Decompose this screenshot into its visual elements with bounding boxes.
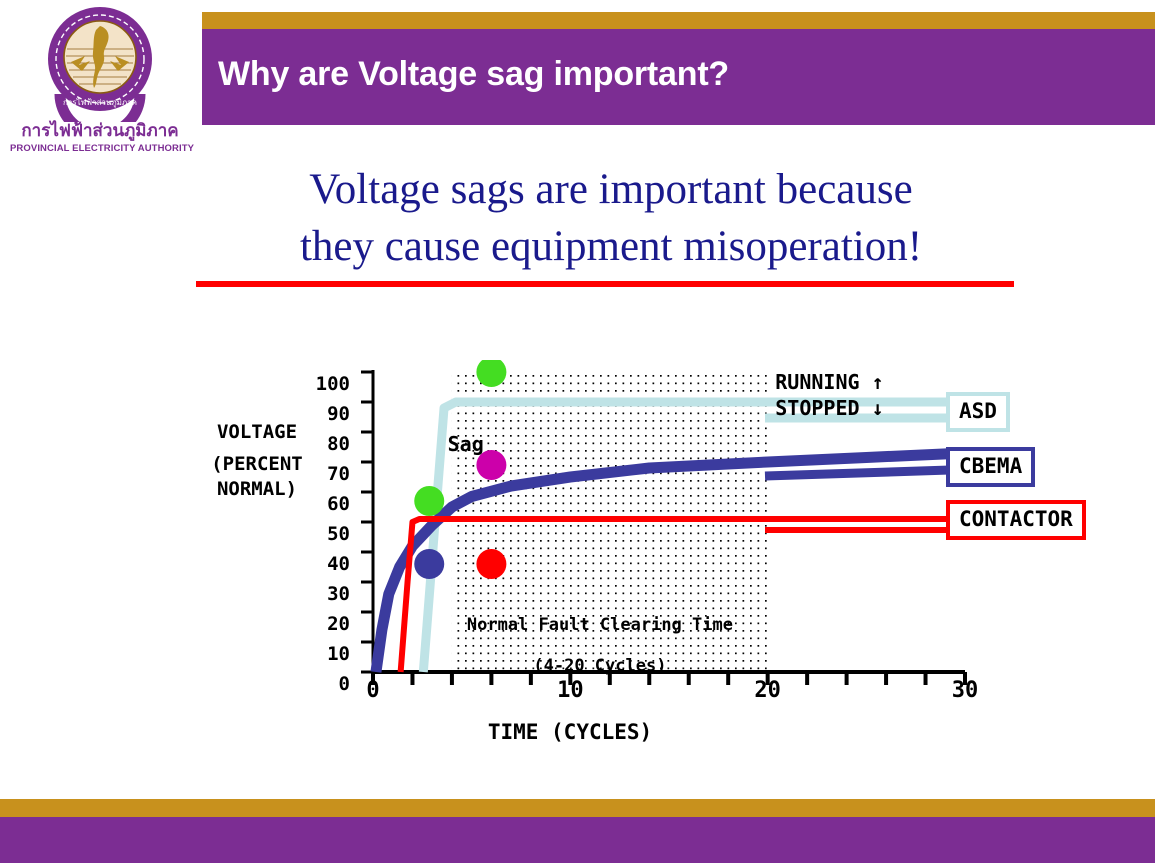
y-axis-ticks [361,370,373,674]
magenta-dot [476,450,507,480]
series-line-cbema [370,447,966,673]
footer-gold-bar [0,799,1155,817]
x-tick-label: 20 [754,678,781,703]
blue-dot [414,549,445,579]
y-axis-title-line-2: (PERCENT [211,452,303,475]
legend-item-cbema[interactable]: CBEMA [946,447,1036,487]
y-tick-label: 0 [338,673,350,695]
green-dot-upper [476,360,507,387]
page-title: Why are Voltage sag important? [218,55,730,93]
header-purple-bar [202,29,1155,125]
red-dot [476,549,507,579]
y-tick-label: 80 [327,433,350,455]
y-tick-label: 90 [327,403,350,425]
body-line-1: Voltage sags are important because [309,166,913,213]
y-tick-label: 70 [327,463,350,485]
slide-body-text: Voltage sags are important because they … [196,162,1026,276]
legend-leader-lines [764,413,951,533]
y-axis-title-line-1: VOLTAGE [216,421,298,443]
series-line-contactor [397,516,965,673]
footer-purple-bar [0,817,1155,863]
x-axis-title: TIME (CYCLES) [487,720,653,744]
y-axis-title-line-3: NORMAL) [216,478,298,501]
y-tick-label: 40 [327,553,350,575]
sag-annotation: Sag [447,432,484,456]
x-axis-ticks [371,672,967,685]
chart-plot-area [361,360,967,685]
fault-clearing-time-note: Normal Fault Clearing Time (4-20 Cycles) [440,594,760,698]
stopped-annotation: STOPPED ↓ [775,395,884,420]
pea-emblem-icon: การไฟฟ้าส่วนภูมิภาค [41,4,159,140]
logo-english-name: PROVINCIAL ELECTRICITY AUTHORITY [10,143,195,154]
svg-text:การไฟฟ้าส่วนภูมิภาค: การไฟฟ้าส่วนภูมิภาค [63,98,137,108]
x-tick-label: 0 [366,678,380,703]
x-tick-label: 10 [557,678,584,703]
y-axis-title: VOLTAGE (PERCENT NORMAL) [192,420,322,503]
body-line-2: they cause equipment misoperation! [299,222,923,270]
x-tick-label: 30 [951,678,979,703]
pea-logo: การไฟฟ้าส่วนภูมิภาค การไฟฟ้าส่วนภูมิภาค … [10,4,195,154]
running-stopped-annotation: RUNNING ↑ STOPPED ↓ [775,370,883,421]
legend-item-contactor[interactable]: CONTACTOR [946,500,1086,540]
header-gold-bar [202,12,1155,29]
fault-note-line-2: (4-20 Cycles) [533,656,667,677]
green-dot-lower [414,486,445,516]
legend-item-asd[interactable]: ASD [946,392,1010,432]
y-tick-label: 100 [315,373,350,395]
y-tick-label: 10 [327,643,350,665]
y-tick-label: 60 [327,493,350,515]
logo-thai-name: การไฟฟ้าส่วนภูมิภาค [21,121,179,141]
chart-marker-layer [414,360,507,579]
running-annotation: RUNNING ↑ [775,370,884,394]
y-tick-label: 30 [327,583,350,605]
series-line-asd [418,397,965,673]
fault-note-line-1: Normal Fault Clearing Time [466,614,733,635]
body-red-underline [196,281,1014,287]
chart-series-layer [370,397,966,673]
voltage-sag-chart: VOLTAGE (PERCENT NORMAL) 0 10 20 30 40 50 60 70… [180,360,1155,760]
y-tick-label: 20 [327,613,350,635]
pea-emblem-svg: การไฟฟ้าส่วนภูมิภาค [48,7,152,140]
y-tick-label: 50 [327,523,350,545]
